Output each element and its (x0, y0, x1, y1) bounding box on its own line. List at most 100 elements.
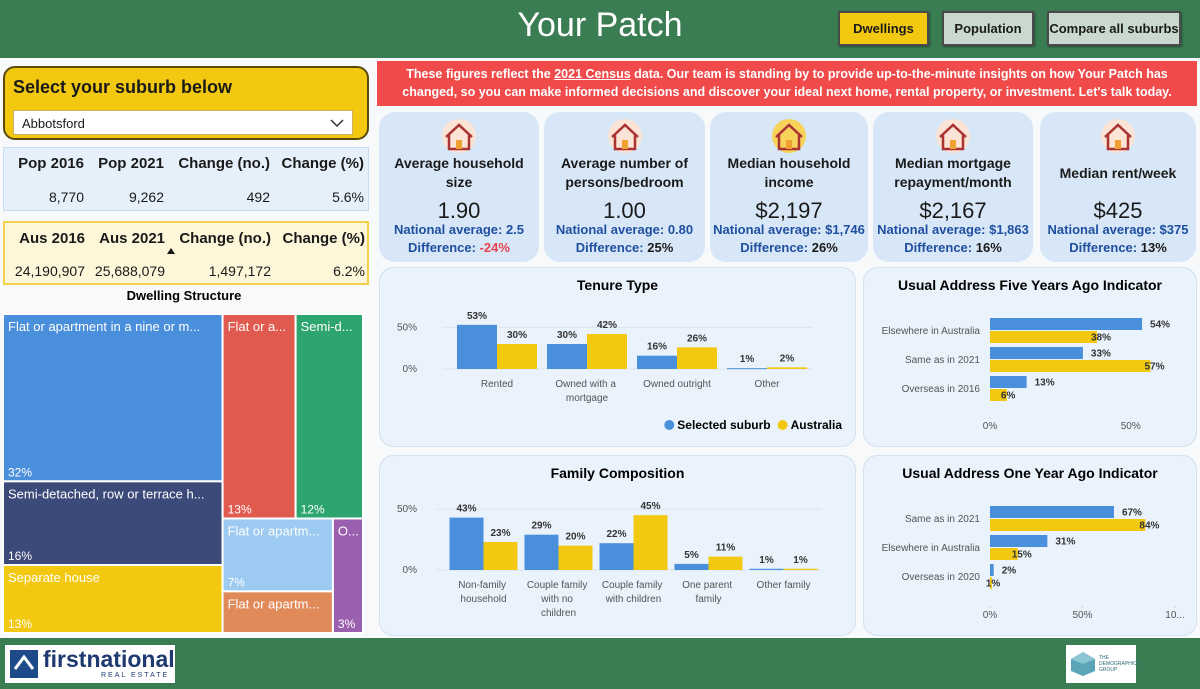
bar (990, 519, 1146, 531)
column-header: Change (%) (281, 155, 365, 172)
icon-door (621, 140, 628, 149)
bar (990, 564, 994, 576)
treemap-cell (221, 517, 334, 593)
selector-label: Select your suburb below (13, 77, 233, 97)
cell-label: Semi-d... (301, 319, 353, 334)
kpi-title: Median household income (727, 155, 851, 190)
table-cell: 24,190,907 (14, 263, 85, 279)
bar (497, 344, 537, 369)
kpi-icon (1101, 119, 1135, 153)
bar (783, 568, 818, 570)
data-label: 33% (1091, 349, 1111, 360)
icon-circle (936, 119, 970, 153)
treemap-cell (294, 313, 364, 520)
kpi-card: Average household size 1.90 National avera… (379, 112, 539, 262)
data-label: 45% (640, 501, 660, 512)
difference-label: Difference: (408, 240, 476, 255)
data-label: 42% (597, 320, 617, 331)
bar (637, 355, 677, 369)
icon-circle (442, 119, 476, 153)
x-tick-label: Other (754, 379, 780, 390)
difference-label: Difference: (904, 240, 973, 255)
data-label: 31% (1055, 537, 1075, 548)
bar (990, 331, 1097, 343)
kpi-title: Average number of persons/bedroom (560, 155, 689, 190)
data-label: 29% (531, 521, 551, 532)
x-tick-label: Other family (757, 580, 811, 591)
cell-label: Flat or apartm... (228, 596, 320, 611)
column-header: Change (no.) (178, 155, 270, 172)
column-header: Change (no.) (179, 230, 271, 247)
bar (674, 563, 709, 570)
data-label: 1% (759, 555, 774, 566)
kpi-title: Average household size (394, 155, 524, 190)
bar (483, 541, 518, 570)
treemap-cell (3, 313, 224, 483)
notice-text: These figures reflect the (406, 67, 555, 81)
data-label: 38% (1091, 333, 1111, 344)
bar (677, 347, 717, 369)
bar (727, 368, 767, 370)
treemap-cell (221, 313, 297, 520)
bar (990, 318, 1143, 330)
x-tick-label: 50% (1072, 610, 1092, 621)
cell-label: Flat or apartment in a nine or m... (8, 319, 200, 334)
aus-table: Aus 2016 Aus 2021 Change (no.) Change (%) 24… (3, 221, 369, 285)
population-button[interactable]: Population (942, 11, 1034, 46)
difference-label: Difference: (575, 240, 644, 255)
kpi-card: Average number of persons/bedroom 1.00 Nat… (544, 112, 705, 262)
census-link[interactable]: 2021 Census (554, 67, 631, 81)
data-label: 43% (456, 504, 476, 515)
kpi-difference: Difference: -24% (379, 240, 539, 255)
data-label: 1% (986, 579, 1001, 590)
data-label: 1% (793, 555, 808, 566)
icon-door (1115, 140, 1121, 149)
cell-label: Separate house (8, 570, 100, 585)
data-label: 13% (1035, 378, 1055, 389)
kpi-national: National average: $1,863 (877, 222, 1029, 237)
kpi-card: Median mortgage repayment/month $2,167 Nat… (873, 112, 1033, 262)
y-tick-label: 0% (403, 364, 418, 375)
data-label: 2% (780, 353, 795, 364)
data-label: 15% (1012, 550, 1032, 561)
chart-title: Usual Address Five Years Ago Indicator (898, 277, 1163, 293)
data-label: 67% (1122, 508, 1142, 519)
column-header: Aus 2021 (99, 230, 165, 247)
table-cell: 1,497,172 (208, 263, 271, 279)
legend-swatch (664, 420, 675, 430)
kpi-national: National average: 2.5 (393, 222, 525, 237)
dwellings-button[interactable]: Dwellings (838, 11, 929, 46)
kpi-value: $2,197 (755, 198, 823, 223)
table-cell: 8,770 (48, 189, 84, 205)
suburb-selector: Select your suburb below Abbotsford (3, 66, 369, 140)
bar (990, 360, 1151, 372)
cell-label: O... (338, 523, 359, 538)
cell-label: Semi-detached, row or terrace h... (8, 486, 205, 501)
data-label: 23% (490, 528, 510, 539)
difference-value: 16% (975, 240, 1002, 255)
kpi-title: Median mortgage repayment/month (894, 155, 1012, 190)
difference-label: Difference: (740, 240, 809, 255)
sort-indicator (167, 248, 175, 254)
bar (749, 568, 784, 570)
treemap-cell (331, 517, 364, 634)
kpi-difference: Difference: 25% (544, 240, 705, 255)
x-tick-label: 0% (983, 421, 998, 432)
suburb-dropdown[interactable]: Abbotsford (13, 110, 353, 135)
table-cell: 9,262 (128, 189, 164, 205)
bar (587, 334, 627, 369)
bar (599, 543, 634, 570)
x-tick-label: Non-family household (458, 580, 509, 605)
y-tick-label: 50% (397, 322, 417, 333)
legend-label: Selected suburb (677, 418, 770, 432)
footer: firstnational REAL ESTATE THE DEMOGRAPHI… (0, 638, 1200, 689)
logo: firstnational REAL ESTATE (5, 645, 175, 683)
compare-button[interactable]: Compare all suburbs (1047, 11, 1181, 46)
kpi-card: Median household income $2,197 National av… (710, 112, 868, 262)
cell-value: 13% (228, 502, 252, 516)
difference-value: 13% (1140, 240, 1167, 255)
data-label: 16% (647, 342, 667, 353)
cell-label: Flat or apartm... (228, 523, 320, 538)
bar (547, 344, 587, 369)
data-label: 2% (1002, 566, 1017, 577)
